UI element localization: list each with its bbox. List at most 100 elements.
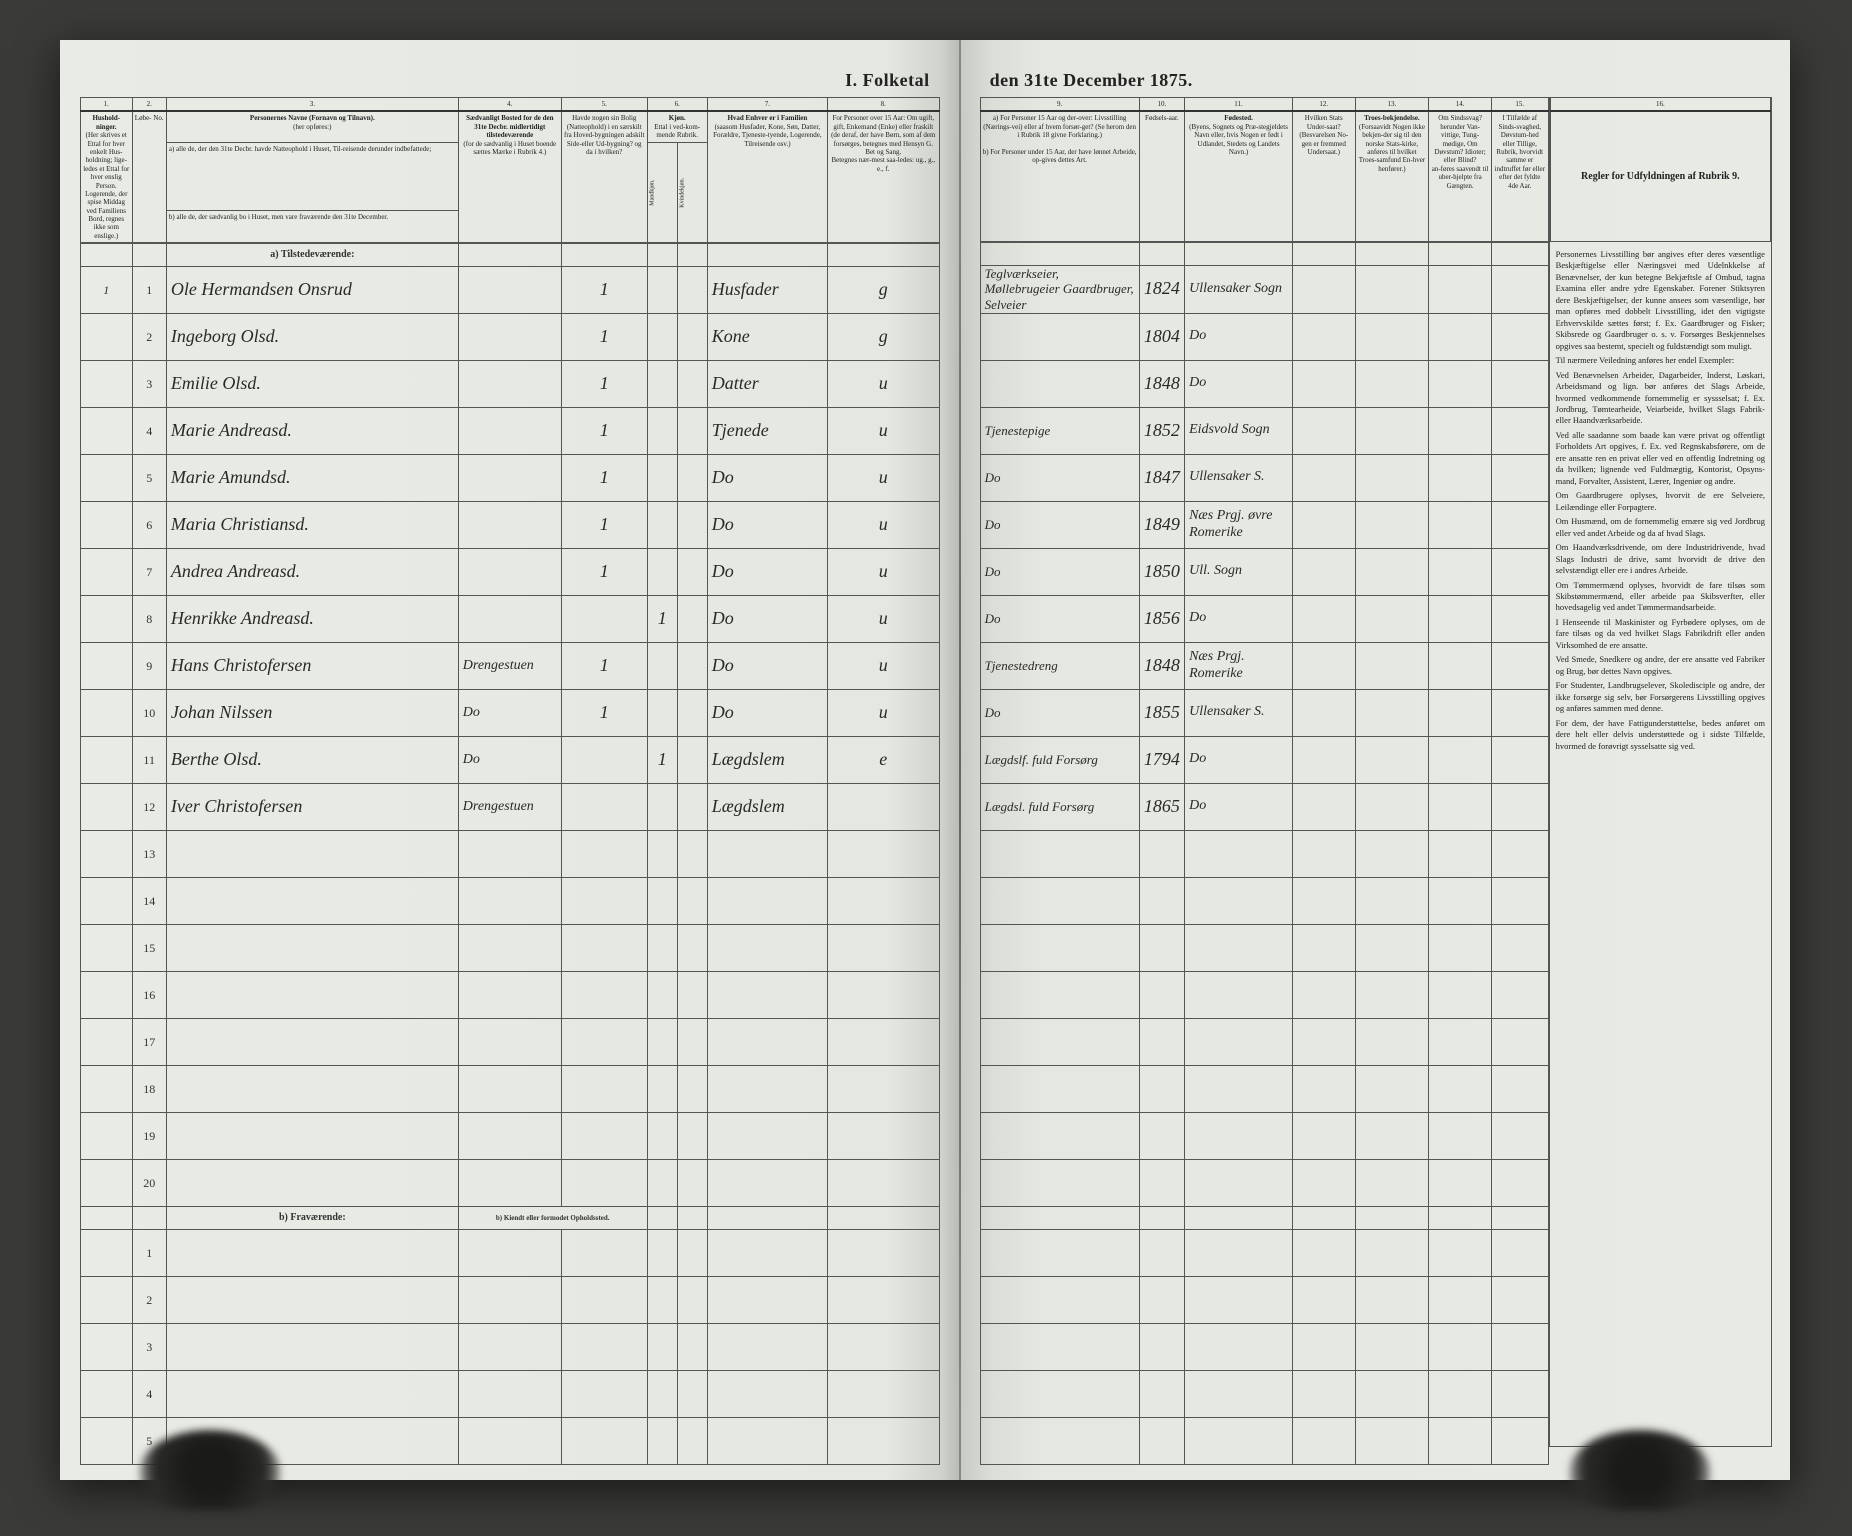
colnum-5: 5. [561, 98, 647, 112]
head-8: For Personer over 15 Aar: Om ugift, gift… [827, 111, 939, 242]
instruction-paragraph: Om Haandværksdrivende, om dere Industrid… [1556, 542, 1765, 576]
colnum-9: 9. [980, 98, 1139, 112]
head-10: Fødsels-aar. [1139, 111, 1184, 241]
table-row: Lægdslf. fuld Forsørg 1794 Do [980, 736, 1548, 783]
table-row-empty: 20 [81, 1160, 940, 1207]
table-row: 9 Hans Christofersen Drengestuen 1 Do u [81, 643, 940, 690]
table-row-empty: 17 [81, 1019, 940, 1066]
head-3: Personernes Navne (Fornavn og Tilnavn).(… [166, 111, 458, 142]
head-6m: Mandkjøn. [647, 142, 677, 243]
table-row: Do 1856 Do [980, 595, 1548, 642]
table-row-empty [980, 830, 1548, 877]
table-row: Do 1849 Næs Prgj. øvre Romerike [980, 501, 1548, 548]
head-16: Regler for Udfyldningen af Rubrik 9. [1550, 111, 1770, 241]
colnum-12: 12. [1293, 98, 1355, 112]
head-15: I Tilfælde af Sinds-svaghed, Døvstum-hed… [1491, 111, 1548, 241]
instruction-paragraph: Ved Smede, Snedkere og andre, der ere an… [1556, 654, 1765, 677]
head-11: Fødested.(Byens, Sognets og Præ-stegjeld… [1185, 111, 1293, 241]
table-row: 3 Emilie Olsd. 1 Datter u [81, 361, 940, 408]
instruction-paragraph: Om Gaardbrugere oplyses, hvorvit de ere … [1556, 490, 1765, 513]
thumb-shadow-left [140, 1430, 280, 1510]
colnum-6: 6. [647, 98, 707, 112]
section-a-label: a) Tilstedeværende: [166, 244, 458, 267]
head-4: Sædvanligt Bosted for de den 31te Decbr.… [458, 111, 561, 242]
left-page: I. Folketal 1. 2. 3. 4. 5. 6. 7. 8. Hush… [60, 40, 960, 1480]
table-row: Do 1855 Ullensaker S. [980, 689, 1548, 736]
section-b-row: b) Fraværende: b) Kiendt eller formodet … [81, 1207, 940, 1230]
table-row: 1 1 Ole Hermandsen Onsrud 1 Husfader g [81, 267, 940, 314]
table-row-empty: 1 [81, 1230, 940, 1277]
head-3b: b) alle de, der sædvanlig bo i Huset, me… [166, 210, 458, 243]
table-row: 10 Johan Nilssen Do 1 Do u [81, 690, 940, 737]
colnum-14: 14. [1429, 98, 1491, 112]
head-6k: Kvindekjøn. [677, 142, 707, 243]
table-row-empty: 15 [81, 925, 940, 972]
instruction-paragraph: Ved alle saadanne som baade kan være pri… [1556, 430, 1765, 487]
body-table-left: a) Tilstedeværende: 1 1 Ole Hermandsen O… [80, 243, 940, 1465]
table-row-empty: 2 [81, 1277, 940, 1324]
book-spine [959, 40, 961, 1480]
table-row: Tjenestedreng 1848 Næs Prgj. Romerike [980, 642, 1548, 689]
title-left: I. Folketal [80, 70, 940, 91]
colnum-2: 2. [132, 98, 166, 112]
head-6: Kjøn.Ettal i ved-kom-mende Rubrik. [647, 111, 707, 142]
table-row-empty [980, 1018, 1548, 1065]
colnum-4: 4. [458, 98, 561, 112]
body-table-right: Teglværkseier, Møllebrugeier Gaardbruger… [980, 242, 1549, 1465]
table-row: 1848 Do [980, 360, 1548, 407]
instruction-paragraph: I Henseende til Maskinister og Fyrbødere… [1556, 617, 1765, 651]
table-row-empty: 4 [81, 1371, 940, 1418]
table-row-empty [980, 1370, 1548, 1417]
head-7: Hvad Enhver er i Familien(saasom Husfade… [707, 111, 827, 242]
instruction-paragraph: For Studenter, Landbrugselever, Skoledis… [1556, 680, 1765, 714]
table-row-empty [980, 1276, 1548, 1323]
table-row: 4 Marie Andreasd. 1 Tjenede u [81, 408, 940, 455]
column-16: 16. Regler for Udfyldningen af Rubrik 9.… [1549, 97, 1772, 1447]
head-5: Havde nogen sin Bolig (Natteophold) i en… [561, 111, 647, 242]
table-row-empty: 3 [81, 1324, 940, 1371]
table-row-empty [980, 1417, 1548, 1464]
colnum-3: 3. [166, 98, 458, 112]
table-row-empty [980, 1323, 1548, 1370]
census-book: I. Folketal 1. 2. 3. 4. 5. 6. 7. 8. Hush… [60, 40, 1790, 1480]
table-row-empty [980, 1065, 1548, 1112]
table-row-empty [980, 971, 1548, 1018]
colnum-8: 8. [827, 98, 939, 112]
instruction-paragraph: Om Husmænd, om de fornemmelig ernære sig… [1556, 516, 1765, 539]
table-row-empty [980, 1159, 1548, 1206]
head-12: Hvilken Stats Under-saat?(Besvarelsen No… [1293, 111, 1355, 241]
instructions-text: Personernes Livsstilling bør angives eft… [1550, 242, 1771, 759]
table-row-empty [980, 877, 1548, 924]
table-row-empty [980, 924, 1548, 971]
colnum-7: 7. [707, 98, 827, 112]
table-row: Teglværkseier, Møllebrugeier Gaardbruger… [980, 265, 1548, 313]
table-row-empty [980, 1112, 1548, 1159]
colnum-10: 10. [1139, 98, 1184, 112]
table-row-empty: 14 [81, 878, 940, 925]
table-row: 5 Marie Amundsd. 1 Do u [81, 455, 940, 502]
colnum-15: 15. [1491, 98, 1548, 112]
table-row: 6 Maria Christiansd. 1 Do u [81, 502, 940, 549]
header-table-left: 1. 2. 3. 4. 5. 6. 7. 8. Hushold- ninger.… [80, 97, 940, 243]
title-right: den 31te December 1875. [980, 70, 1770, 91]
instruction-paragraph: Ved Benævnelsen Arbeider, Dagarbeider, I… [1556, 370, 1765, 427]
table-row-empty: 18 [81, 1066, 940, 1113]
instruction-paragraph: Til nærmere Veiledning anføres her endel… [1556, 355, 1765, 366]
thumb-shadow-right [1570, 1430, 1710, 1510]
table-row: Tjenestepige 1852 Eidsvold Sogn [980, 407, 1548, 454]
table-row: 11 Berthe Olsd. Do 1 Lægdslem e [81, 737, 940, 784]
header-table-right: 9. 10. 11. 12. 13. 14. 15. a) For Person… [980, 97, 1549, 242]
table-row: Lægdsl. fuld Forsørg 1865 Do [980, 783, 1548, 830]
table-row: 12 Iver Christofersen Drengestuen Lægdsl… [81, 784, 940, 831]
head-2: Løbe- No. [132, 111, 166, 242]
table-row-empty: 19 [81, 1113, 940, 1160]
table-row-empty [980, 1229, 1548, 1276]
table-row: 1804 Do [980, 313, 1548, 360]
table-row: 8 Henrikke Andreasd. 1 Do u [81, 596, 940, 643]
table-row-empty: 13 [81, 831, 940, 878]
right-page: den 31te December 1875. 9. 10. 11. 12. 1… [960, 40, 1790, 1480]
instruction-paragraph: Personernes Livsstilling bør angives eft… [1556, 249, 1765, 352]
table-row: 7 Andrea Andreasd. 1 Do u [81, 549, 940, 596]
head-14: Om Sindssvag? herunder Van-vittige, Tung… [1429, 111, 1491, 241]
section-b-label: b) Fraværende: [166, 1207, 458, 1230]
